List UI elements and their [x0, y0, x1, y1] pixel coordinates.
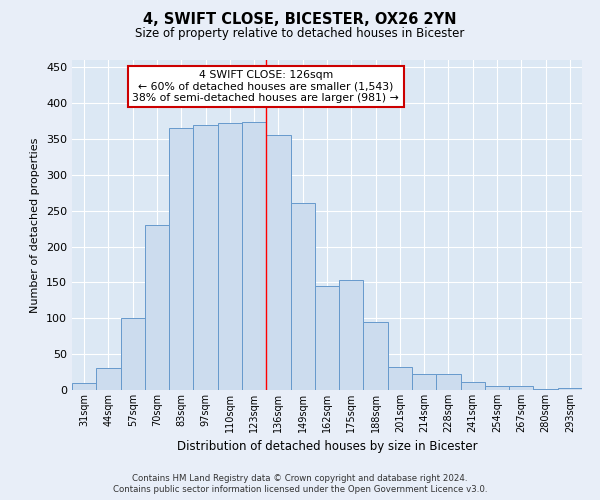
Bar — [218, 123, 242, 390]
Text: 4 SWIFT CLOSE: 126sqm
← 60% of detached houses are smaller (1,543)
38% of semi-d: 4 SWIFT CLOSE: 126sqm ← 60% of detached … — [133, 70, 399, 103]
Bar — [388, 367, 412, 390]
Bar — [169, 128, 193, 390]
Bar — [461, 382, 485, 390]
Bar — [242, 122, 266, 390]
Bar — [412, 374, 436, 390]
Text: Contains HM Land Registry data © Crown copyright and database right 2024.
Contai: Contains HM Land Registry data © Crown c… — [113, 474, 487, 494]
Bar — [266, 136, 290, 390]
Bar — [533, 388, 558, 390]
Y-axis label: Number of detached properties: Number of detached properties — [31, 138, 40, 312]
Text: Size of property relative to detached houses in Bicester: Size of property relative to detached ho… — [136, 28, 464, 40]
Bar — [193, 124, 218, 390]
Bar — [509, 386, 533, 390]
Bar — [96, 368, 121, 390]
Bar — [72, 383, 96, 390]
X-axis label: Distribution of detached houses by size in Bicester: Distribution of detached houses by size … — [176, 440, 478, 454]
Bar — [485, 386, 509, 390]
Bar — [364, 322, 388, 390]
Bar — [315, 286, 339, 390]
Bar — [339, 280, 364, 390]
Text: 4, SWIFT CLOSE, BICESTER, OX26 2YN: 4, SWIFT CLOSE, BICESTER, OX26 2YN — [143, 12, 457, 28]
Bar — [290, 204, 315, 390]
Bar — [145, 225, 169, 390]
Bar — [121, 318, 145, 390]
Bar — [558, 388, 582, 390]
Bar — [436, 374, 461, 390]
